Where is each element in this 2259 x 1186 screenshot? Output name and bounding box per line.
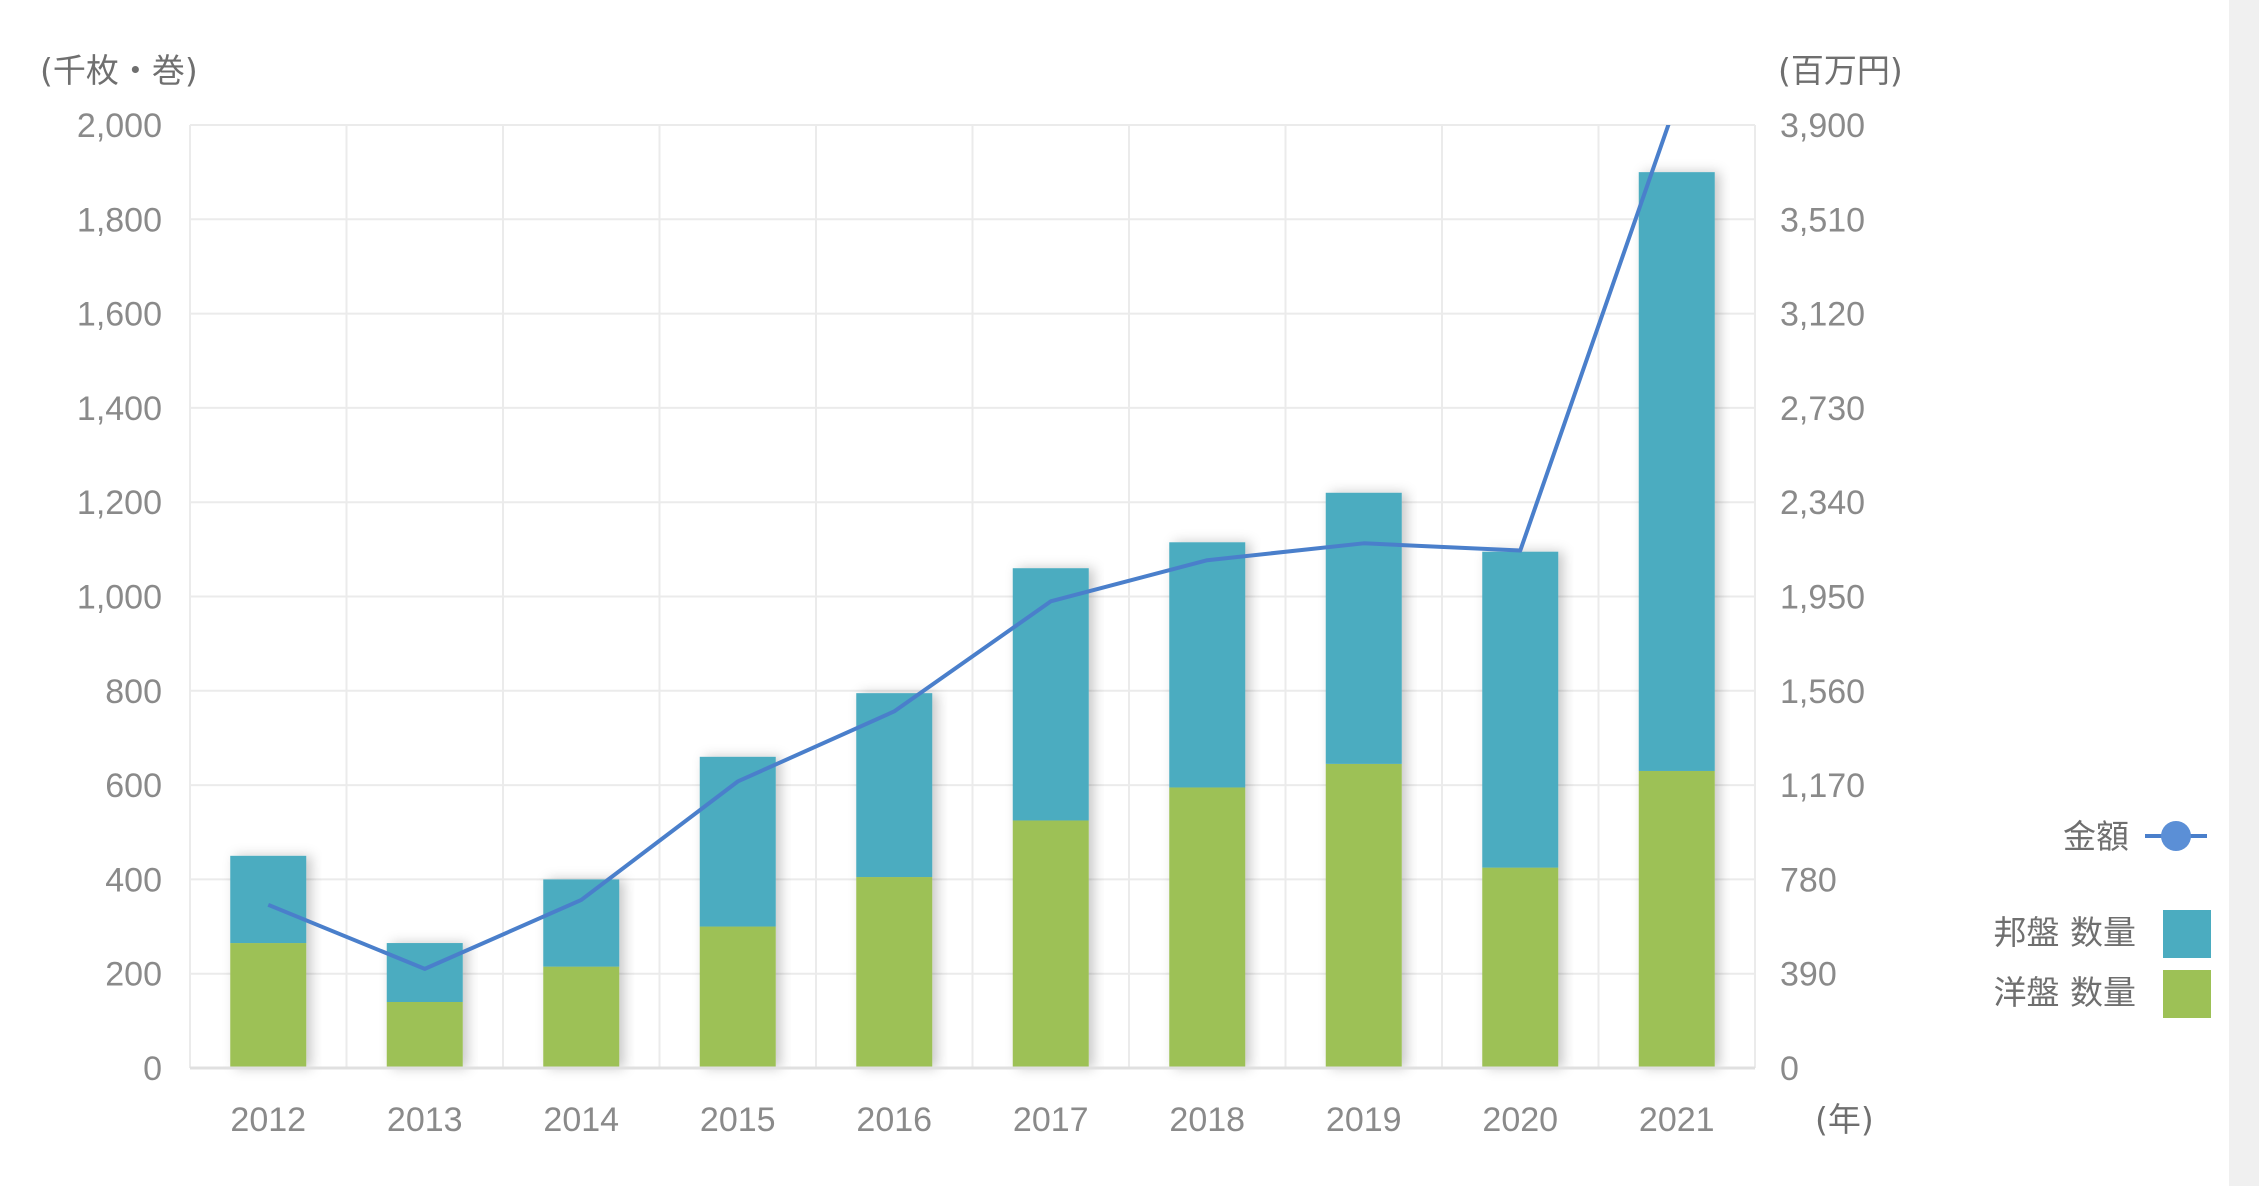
- y-right-tick-label: 3,510: [1780, 201, 1865, 239]
- bar: [699, 756, 776, 927]
- y-right-tick-label: 2,340: [1780, 484, 1865, 522]
- x-tick-label: 2018: [1169, 1101, 1245, 1139]
- x-tick-label: 2017: [1013, 1101, 1089, 1139]
- bar: [1012, 820, 1089, 1068]
- x-tick-label: 2021: [1639, 1101, 1715, 1139]
- x-tick-label: 2015: [700, 1101, 776, 1139]
- y-right-tick-label: 1,950: [1780, 579, 1865, 617]
- y-left-tick-label: 600: [105, 767, 162, 805]
- x-unit: (年): [1815, 1100, 1874, 1139]
- bar: [1638, 770, 1715, 1068]
- x-tick-label: 2019: [1326, 1101, 1402, 1139]
- bar: [543, 966, 620, 1068]
- bar: [1638, 172, 1715, 771]
- bar: [386, 1001, 463, 1068]
- x-tick-label: 2013: [387, 1101, 463, 1139]
- x-tick-label: 2020: [1482, 1101, 1558, 1139]
- y-left-tick-label: 0: [143, 1050, 162, 1088]
- bar-stack: [543, 879, 620, 1068]
- bar: [1325, 492, 1402, 764]
- legend-swatch-foreign: [2163, 970, 2211, 1018]
- bar: [699, 926, 776, 1068]
- x-tick-label: 2012: [230, 1101, 306, 1139]
- bar-stack: [1169, 542, 1246, 1068]
- y-left-unit: (千枚・巻): [40, 51, 198, 90]
- y-left-tick-label: 1,000: [77, 579, 162, 617]
- legend-swatch-domestic: [2163, 910, 2211, 958]
- bar-stack: [1482, 551, 1559, 1068]
- y-right-tick-label: 3,900: [1780, 107, 1865, 145]
- y-left-tick-label: 1,600: [77, 296, 162, 334]
- bar-stack: [699, 756, 776, 1068]
- value-line: [267, 125, 1671, 971]
- legend-label-domestic: 邦盤 数量: [1994, 913, 2137, 952]
- y-left-tick-label: 400: [105, 861, 162, 899]
- legend-label-amount: 金額: [2063, 817, 2129, 856]
- y-right-tick-label: 3,120: [1780, 296, 1865, 334]
- y-left-tick-label: 1,200: [77, 484, 162, 522]
- bar-stack: [1325, 492, 1402, 1068]
- y-right-tick-label: 1,560: [1780, 673, 1865, 711]
- y-left-tick-label: 1,800: [77, 201, 162, 239]
- bar-stack: [856, 693, 933, 1068]
- bar-stack: [1638, 172, 1715, 1068]
- y-right-unit: (百万円): [1778, 51, 1903, 90]
- x-tick-label: 2014: [543, 1101, 619, 1139]
- x-tick-label: 2016: [856, 1101, 932, 1139]
- bar: [543, 879, 620, 967]
- y-right-tick-label: 1,170: [1780, 767, 1865, 805]
- y-left-tick-label: 1,400: [77, 390, 162, 428]
- y-right-tick-label: 390: [1780, 956, 1837, 994]
- bar: [1325, 763, 1402, 1068]
- y-right-tick-label: 2,730: [1780, 390, 1865, 428]
- y-right-tick-label: 0: [1780, 1050, 1799, 1088]
- axes: 0 0 200 390 400 780 600 1,170 800 1,560 1,000 1,950…: [40, 51, 1903, 1139]
- y-left-tick-label: 800: [105, 673, 162, 711]
- legend-label-foreign: 洋盤 数量: [1994, 973, 2137, 1012]
- bar: [856, 693, 933, 878]
- bar-stack: [230, 855, 307, 1068]
- bar: [1482, 551, 1559, 868]
- bars: [230, 172, 1715, 1068]
- y-left-tick-label: 200: [105, 956, 162, 994]
- grid: [189, 124, 1756, 1069]
- legend-line-marker: [2161, 821, 2191, 851]
- bar: [1169, 542, 1246, 788]
- bar: [230, 943, 307, 1068]
- bar: [1169, 787, 1246, 1068]
- scroll-edge: [2229, 0, 2259, 1186]
- bar: [856, 877, 933, 1068]
- y-left-tick-label: 2,000: [77, 107, 162, 145]
- bar: [386, 943, 463, 1002]
- bar-stack: [386, 943, 463, 1068]
- bar: [1482, 867, 1559, 1068]
- bar: [1012, 568, 1089, 821]
- y-right-tick-label: 780: [1780, 861, 1837, 899]
- bar-stack: [1012, 568, 1089, 1068]
- bar: [230, 855, 307, 944]
- line-series: [267, 125, 1671, 971]
